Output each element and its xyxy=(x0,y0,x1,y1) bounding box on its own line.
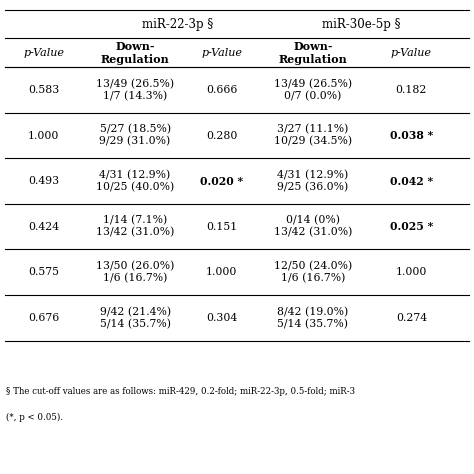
Text: (*, p < 0.05).: (*, p < 0.05). xyxy=(6,412,63,422)
Text: 0.493: 0.493 xyxy=(28,176,59,186)
Text: 0.676: 0.676 xyxy=(28,313,59,323)
Text: 1.000: 1.000 xyxy=(396,267,427,277)
Text: 0.274: 0.274 xyxy=(396,313,427,323)
Text: 0.020 *: 0.020 * xyxy=(201,175,243,187)
Text: 0.182: 0.182 xyxy=(396,85,427,95)
Text: 0/14 (0%)
13/42 (31.0%): 0/14 (0%) 13/42 (31.0%) xyxy=(273,215,352,238)
Text: p-Value: p-Value xyxy=(201,47,242,58)
Text: p-Value: p-Value xyxy=(391,47,432,58)
Text: 0.424: 0.424 xyxy=(28,221,59,232)
Text: 8/42 (19.0%)
5/14 (35.7%): 8/42 (19.0%) 5/14 (35.7%) xyxy=(277,307,348,329)
Text: p-Value: p-Value xyxy=(23,47,64,58)
Text: 13/50 (26.0%)
1/6 (16.7%): 13/50 (26.0%) 1/6 (16.7%) xyxy=(96,261,174,283)
Text: 1.000: 1.000 xyxy=(206,267,237,277)
Text: Down-
Regulation: Down- Regulation xyxy=(278,41,347,64)
Text: 13/49 (26.5%)
1/7 (14.3%): 13/49 (26.5%) 1/7 (14.3%) xyxy=(96,79,174,101)
Text: 12/50 (24.0%)
1/6 (16.7%): 12/50 (24.0%) 1/6 (16.7%) xyxy=(273,261,352,283)
Text: 0.025 *: 0.025 * xyxy=(390,221,433,232)
Text: 0.575: 0.575 xyxy=(28,267,59,277)
Text: 9/42 (21.4%)
5/14 (35.7%): 9/42 (21.4%) 5/14 (35.7%) xyxy=(100,307,171,329)
Text: 1/14 (7.1%)
13/42 (31.0%): 1/14 (7.1%) 13/42 (31.0%) xyxy=(96,215,174,238)
Text: 0.042 *: 0.042 * xyxy=(390,175,433,187)
Text: 0.666: 0.666 xyxy=(206,85,237,95)
Text: 0.038 *: 0.038 * xyxy=(390,130,433,141)
Text: 13/49 (26.5%)
0/7 (0.0%): 13/49 (26.5%) 0/7 (0.0%) xyxy=(274,79,352,101)
Text: 4/31 (12.9%)
9/25 (36.0%): 4/31 (12.9%) 9/25 (36.0%) xyxy=(277,170,348,192)
Text: 1.000: 1.000 xyxy=(28,130,59,141)
Text: 0.583: 0.583 xyxy=(28,85,59,95)
Text: miR-30e-5p §: miR-30e-5p § xyxy=(322,18,401,31)
Text: 5/27 (18.5%)
9/29 (31.0%): 5/27 (18.5%) 9/29 (31.0%) xyxy=(100,124,171,147)
Text: miR-22-3p §: miR-22-3p § xyxy=(142,18,213,31)
Text: § The cut-off values are as follows: miR-429, 0.2-fold; miR-22-3p, 0.5-fold; miR: § The cut-off values are as follows: miR… xyxy=(6,387,355,395)
Text: 0.280: 0.280 xyxy=(206,130,237,141)
Text: 0.304: 0.304 xyxy=(206,313,237,323)
Text: 0.151: 0.151 xyxy=(206,221,237,232)
Text: 3/27 (11.1%)
10/29 (34.5%): 3/27 (11.1%) 10/29 (34.5%) xyxy=(274,124,352,147)
Text: Down-
Regulation: Down- Regulation xyxy=(100,41,170,64)
Text: 4/31 (12.9%)
10/25 (40.0%): 4/31 (12.9%) 10/25 (40.0%) xyxy=(96,170,174,192)
